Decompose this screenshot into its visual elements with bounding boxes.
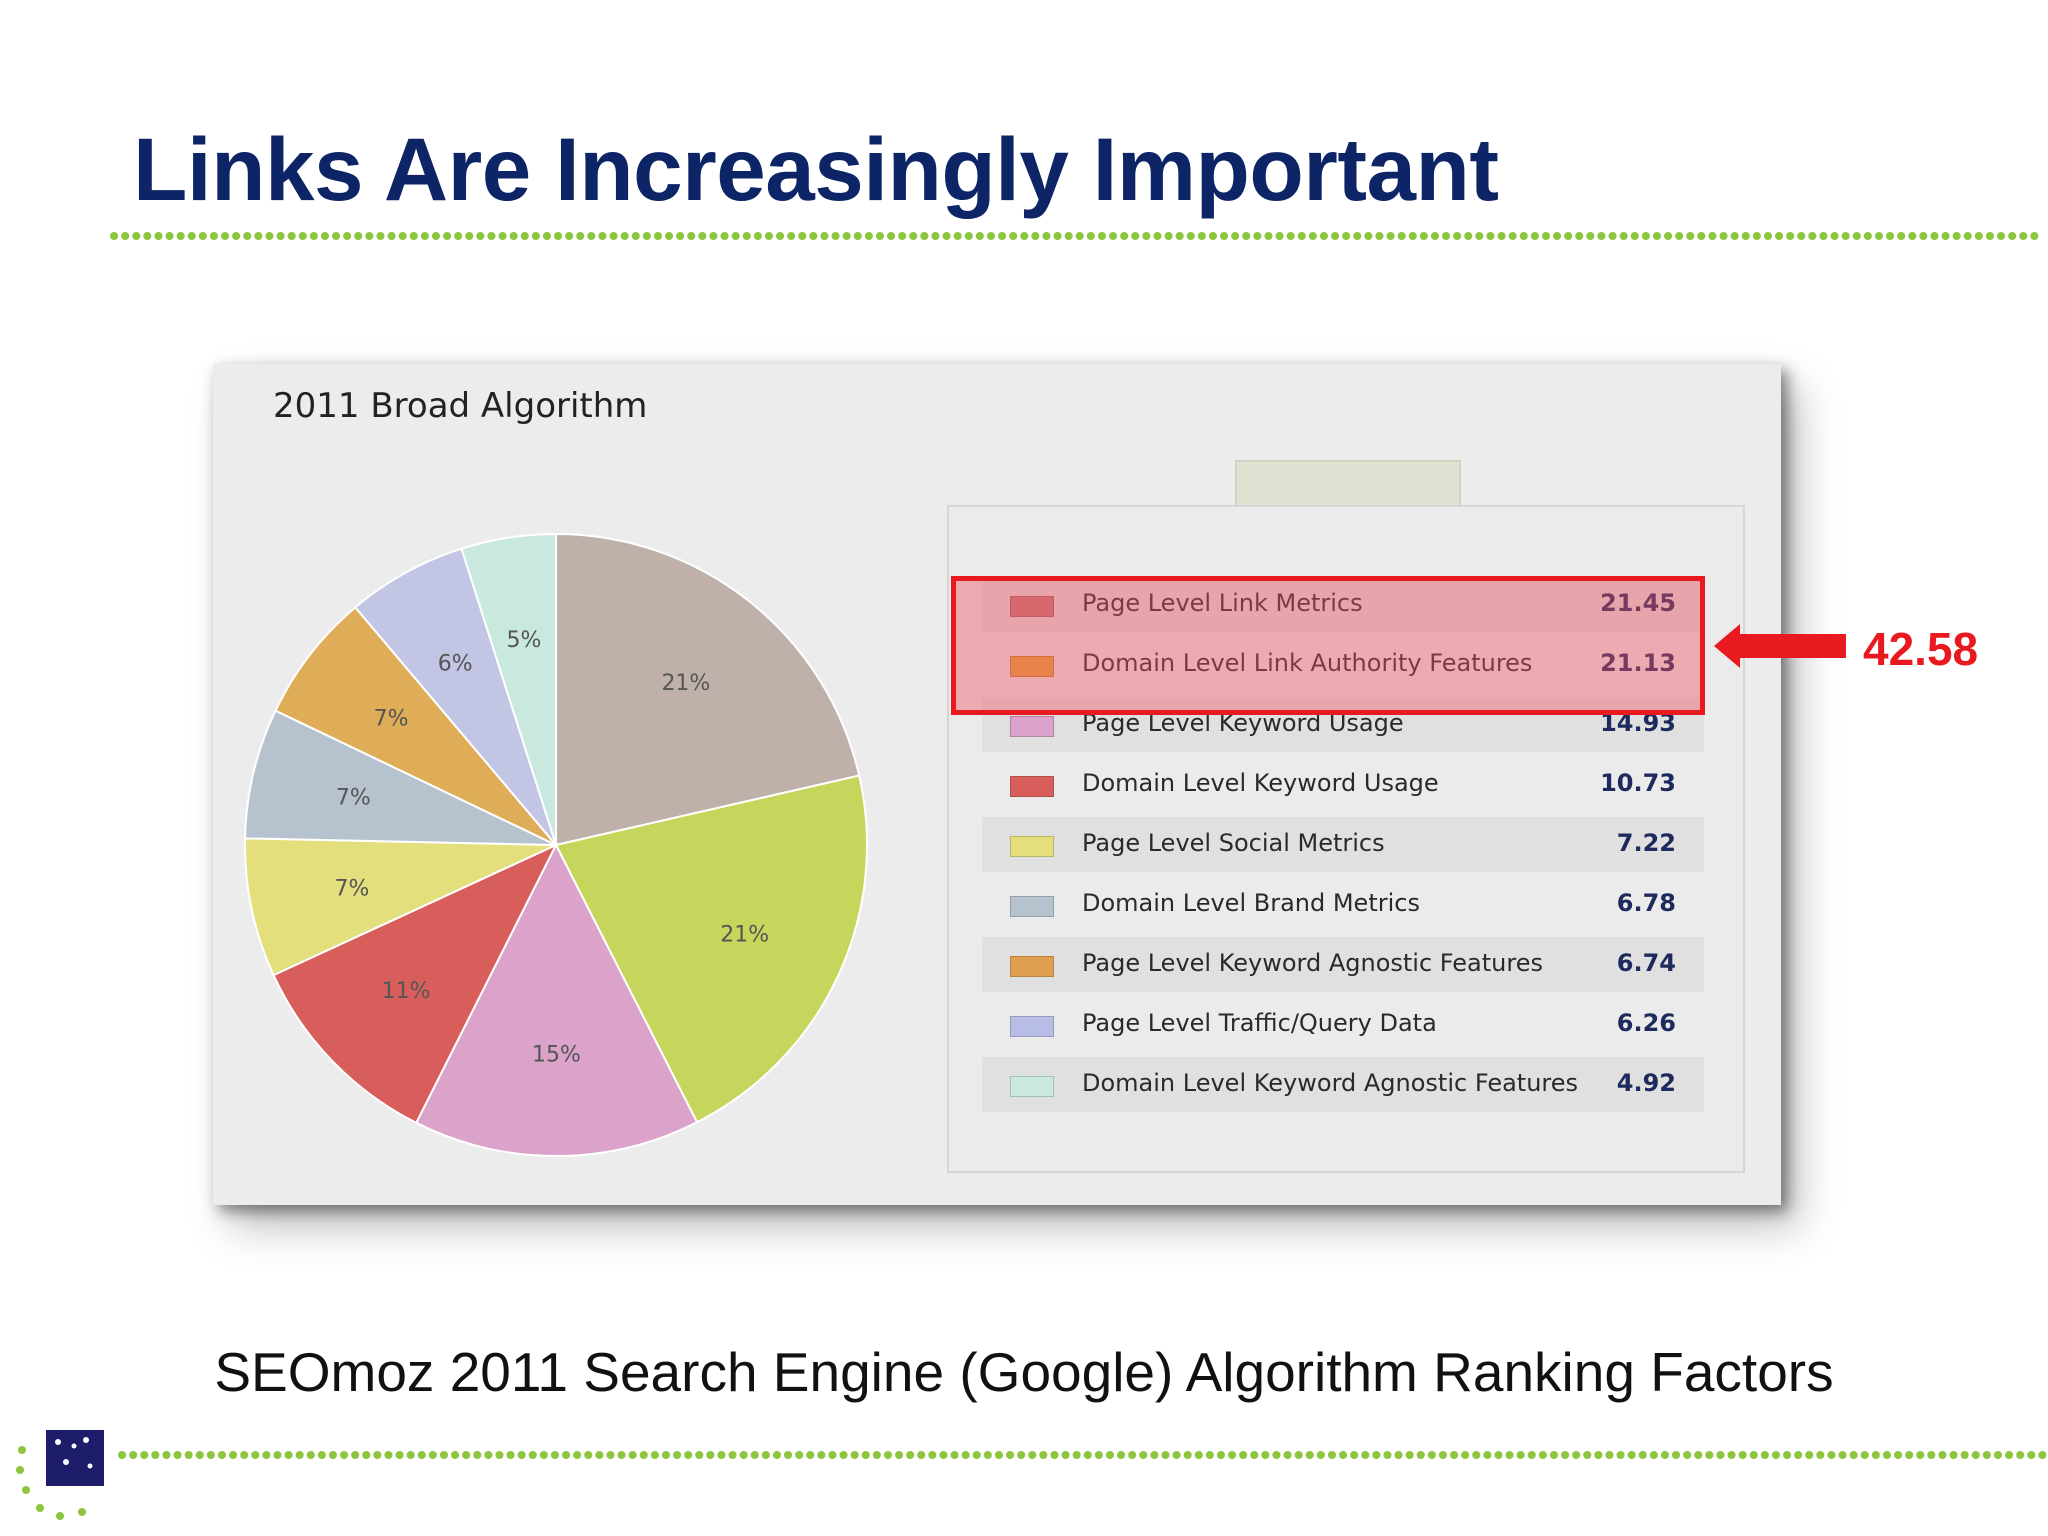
pie-slice-2 (554, 774, 869, 1124)
legend-swatch (1010, 776, 1054, 797)
legend-row: Domain Level Brand Metrics 6.78 (982, 877, 1704, 932)
legend-row: Page Level Traffic/Query Data 6.26 (982, 997, 1704, 1052)
pie-slice-label-4: 11% (382, 979, 431, 1004)
pie-slice-label-6: 7% (336, 786, 371, 811)
legend-row: Domain Level Link Authority Features 21.1… (982, 637, 1704, 692)
legend-value: 7.22 (1616, 829, 1676, 857)
bottom-dotted-divider (118, 1448, 2048, 1462)
legend-value: 10.73 (1600, 769, 1676, 797)
legend-row: Domain Level Keyword Usage 10.73 (982, 757, 1704, 812)
link-factors-highlight (951, 576, 1705, 715)
pie-slice-label-7: 7% (374, 707, 409, 732)
legend-value: 6.26 (1616, 1009, 1676, 1037)
legend-value: 6.78 (1616, 889, 1676, 917)
pie-slice-3 (414, 842, 699, 1158)
pie-slice-5 (244, 837, 557, 977)
pie-slice-7 (274, 605, 557, 846)
legend-row: Page Level Link Metrics 21.45 (982, 577, 1704, 632)
legend-swatch (1010, 1016, 1054, 1037)
pie-slice-6 (244, 709, 557, 846)
pie-slice-label-1: 21% (661, 671, 710, 696)
chart-card: 2011 Broad Algorithm 21% 21% 15% 11% 7% 7% 7% 6… (213, 364, 1781, 1205)
legend-value: 6.74 (1616, 949, 1676, 977)
pie-slice-label-2: 21% (720, 922, 769, 947)
logo-icon (16, 1430, 104, 1520)
legend-value: 21.13 (1600, 649, 1676, 677)
legend-label: Domain Level Brand Metrics (1082, 889, 1420, 917)
legend-label: Page Level Keyword Agnostic Features (1082, 949, 1543, 977)
pie-slice-label-5: 7% (335, 876, 370, 901)
legend-row: Page Level Keyword Agnostic Features 6.74 (982, 937, 1704, 992)
pie-chart: 21% 21% 15% 11% 7% 7% 7% 6% 5% (244, 532, 869, 1158)
pie-slice-label-9: 5% (507, 628, 542, 653)
legend-swatch (1010, 716, 1054, 737)
slide-title: Links Are Increasingly Important (133, 119, 1499, 219)
legend-label: Page Level Traffic/Query Data (1082, 1009, 1437, 1037)
legend-label: Domain Level Keyword Usage (1082, 769, 1439, 797)
pie-slice-4 (272, 842, 559, 1125)
pie-slice-1 (555, 532, 861, 847)
legend-row: Page Level Keyword Usage 14.93 (982, 697, 1704, 752)
legend-value: 4.92 (1616, 1069, 1676, 1097)
pie-slice-8 (353, 547, 557, 846)
legend-label: Domain Level Keyword Agnostic Features (1082, 1069, 1579, 1097)
chart-title: 2011 Broad Algorithm (273, 386, 648, 426)
legend-value: 21.45 (1600, 589, 1676, 617)
legend-swatch (1010, 1076, 1054, 1097)
link-factors-sum: 42.58 (1863, 623, 1979, 675)
top-dotted-divider (110, 229, 2048, 243)
legend-label: Domain Level Link Authority Features (1082, 649, 1533, 677)
pie-slice-9 (460, 532, 557, 846)
legend-swatch (1010, 956, 1054, 977)
arrow-left-icon (1714, 624, 1846, 668)
pie-slice-label-8: 6% (438, 652, 473, 677)
legend-swatch (1010, 836, 1054, 857)
slide-caption: SEOmoz 2011 Search Engine (Google) Algor… (214, 1341, 1834, 1403)
legend-label: Page Level Link Metrics (1082, 589, 1363, 617)
legend-swatch (1010, 896, 1054, 917)
legend-swatch (1010, 656, 1054, 677)
legend-label: Page Level Social Metrics (1082, 829, 1385, 857)
legend-row: Domain Level Keyword Agnostic Features 4.… (982, 1057, 1704, 1112)
legend-row: Page Level Social Metrics 7.22 (982, 817, 1704, 872)
pie-slice-label-3: 15% (532, 1042, 581, 1067)
legend-swatch (1010, 596, 1054, 617)
